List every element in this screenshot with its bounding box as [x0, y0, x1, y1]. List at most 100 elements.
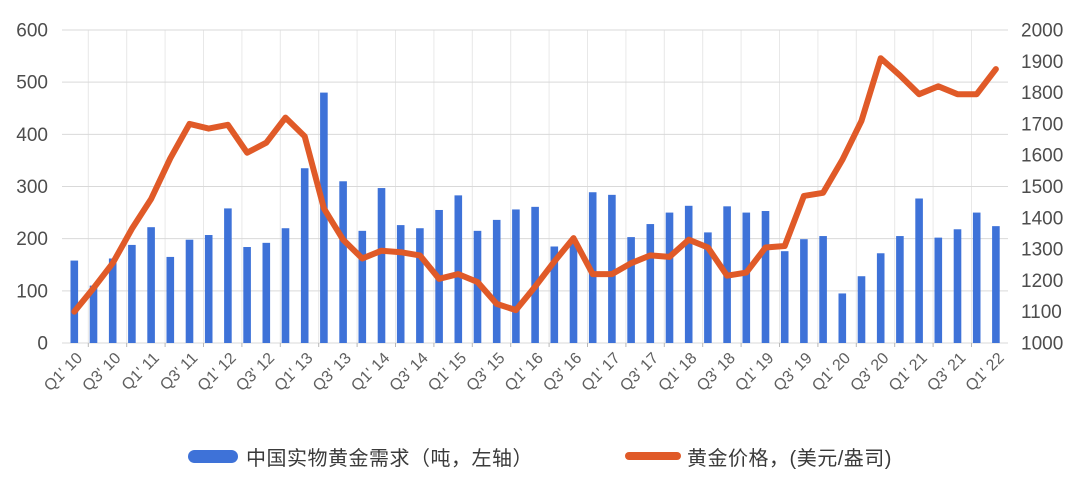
demand-bar [800, 239, 808, 343]
demand-bar [550, 246, 559, 343]
demand-bar [915, 198, 923, 343]
x-tick-label: Q3' 10 [80, 350, 125, 395]
x-tick-label: Q1' 22 [963, 350, 1008, 395]
y-right-tick-label: 1600 [1021, 146, 1063, 167]
demand-bar [646, 224, 655, 343]
demand-bar [339, 181, 347, 343]
demand-bar [876, 253, 885, 343]
demand-bar [857, 276, 866, 343]
demand-bar [473, 230, 482, 343]
x-tick-label: Q3' 17 [617, 350, 662, 395]
demand-bar [396, 225, 405, 343]
demand-bar [204, 235, 213, 343]
demand-bar [262, 242, 271, 343]
demand-bar [300, 168, 309, 343]
demand-bar [934, 237, 943, 343]
demand-bar [512, 209, 520, 343]
demand-bar [742, 212, 751, 343]
demand-bar [166, 256, 175, 343]
demand-bar [128, 244, 136, 343]
x-tick-label: Q1' 11 [119, 350, 163, 394]
y-left-tick-label: 0 [37, 334, 48, 355]
y-right-tick-label: 1300 [1021, 240, 1063, 261]
x-tick-label: Q1' 21 [886, 350, 931, 395]
demand-bar [70, 260, 79, 343]
price-line [71, 55, 999, 315]
demand-bar [454, 195, 463, 343]
x-tick-label: Q3' 15 [464, 350, 509, 395]
demand-bar [627, 237, 635, 343]
x-tick-label: Q1' 18 [656, 350, 701, 395]
demand-bar [608, 194, 616, 343]
y-axis-left-labels: 600 500 400 300 200 100 0 [16, 21, 48, 355]
demand-bar [896, 236, 904, 343]
x-tick-label: Q1' 16 [502, 350, 547, 395]
demand-bar [377, 188, 386, 343]
demand-bar [684, 205, 693, 343]
y-right-tick-label: 1800 [1021, 83, 1063, 104]
demand-bar [243, 247, 251, 343]
demand-bar [569, 243, 578, 343]
y-left-tick-label: 200 [16, 229, 48, 250]
demand-bar [492, 219, 501, 343]
demand-bar [108, 258, 117, 343]
demand-bar [780, 251, 789, 343]
demand-bar [953, 229, 962, 343]
y-left-tick-label: 300 [16, 177, 48, 198]
legend-item-price: 黄金价格，(美元/盎司) [625, 442, 892, 471]
x-tick-label: Q3' 13 [310, 350, 355, 395]
demand-bar [147, 227, 155, 343]
y-right-tick-label: 1900 [1021, 52, 1063, 73]
x-tick-label: Q1' 19 [732, 350, 777, 395]
y-left-tick-label: 100 [16, 281, 48, 302]
demand-bar [185, 239, 194, 343]
chart-svg: 6005004003002001000200019001800170016001… [16, 21, 1063, 395]
x-tick-label: Q3' 21 [924, 350, 969, 395]
demand-bar [819, 236, 827, 343]
y-left-tick-label: 600 [16, 21, 48, 42]
chart-legend: 中国实物黄金需求（吨，左轴） 黄金价格，(美元/盎司) [0, 434, 1080, 478]
x-tick-label: Q3' 16 [540, 350, 585, 395]
y-right-tick-label: 1500 [1021, 177, 1063, 198]
demand-bar [665, 212, 674, 343]
demand-bar [761, 211, 770, 343]
demand-bar [89, 285, 98, 343]
y-right-tick-label: 2000 [1021, 21, 1063, 42]
demand-bar [588, 192, 597, 343]
chart-canvas: 600 500 400 300 200 100 0 2000 1900 1800 1700 1600 1… [16, 21, 1063, 395]
legend-label-price: 黄金价格，(美元/盎司) [687, 447, 892, 470]
demand-bar [358, 230, 367, 343]
demand-bar [224, 208, 232, 343]
legend-item-demand: 中国实物黄金需求（吨，左轴） [188, 442, 533, 471]
y-axis-right-labels: 2000 1900 1800 1700 1600 1500 1400 1300 1200 1100… [1021, 21, 1063, 355]
x-tick-label: Q3' 18 [694, 350, 739, 395]
x-tick-label: Q1' 17 [579, 350, 624, 395]
demand-bar [320, 92, 328, 343]
x-axis-ticks [87, 343, 972, 347]
x-tick-label: Q3' 19 [771, 350, 816, 395]
demand-bar [838, 293, 847, 343]
y-right-tick-label: 1100 [1021, 302, 1062, 323]
y-right-tick-label: 1200 [1021, 271, 1063, 292]
x-tick-label: Q3' 12 [233, 350, 278, 395]
x-tick-label: Q3' 14 [387, 350, 432, 395]
y-left-tick-label: 400 [16, 125, 48, 146]
demand-bars [70, 92, 1000, 343]
y-right-tick-label: 1700 [1021, 114, 1063, 135]
demand-series-swatch-icon [188, 449, 239, 463]
price-series-swatch-icon [625, 452, 682, 460]
demand-bar [416, 228, 424, 343]
x-tick-label: Q3' 11 [157, 350, 201, 394]
demand-bar [972, 212, 981, 343]
demand-bar [531, 206, 539, 343]
x-tick-label: Q1' 15 [425, 350, 470, 395]
x-tick-label: Q3' 20 [848, 350, 893, 395]
y-right-tick-label: 1400 [1021, 208, 1063, 229]
legend-label-demand: 中国实物黄金需求（吨，左轴） [246, 447, 534, 470]
y-right-tick-label: 1000 [1021, 334, 1063, 355]
demand-bar [281, 228, 290, 343]
x-tick-label: Q1' 12 [195, 350, 240, 395]
demand-bar [704, 232, 712, 343]
y-left-tick-label: 500 [16, 73, 48, 94]
